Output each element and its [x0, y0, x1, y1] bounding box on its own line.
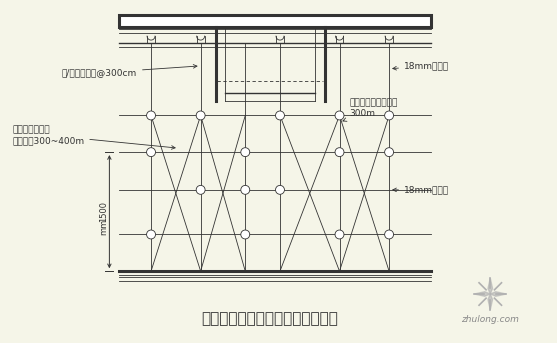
- Circle shape: [385, 148, 394, 157]
- Polygon shape: [488, 278, 492, 294]
- Circle shape: [385, 111, 394, 120]
- Circle shape: [276, 185, 285, 194]
- Text: zhulong.com: zhulong.com: [461, 315, 519, 324]
- Circle shape: [241, 230, 250, 239]
- Text: mm: mm: [99, 218, 108, 235]
- Text: 18mm多层板: 18mm多层板: [393, 61, 449, 70]
- Circle shape: [276, 111, 285, 120]
- Circle shape: [146, 148, 155, 157]
- Circle shape: [196, 185, 205, 194]
- Polygon shape: [490, 292, 506, 296]
- Text: 竖立柱往定心下管下
300m: 竖立柱往定心下管下 300m: [343, 99, 398, 121]
- Circle shape: [385, 230, 394, 239]
- Text: 18mm多层板: 18mm多层板: [393, 185, 449, 194]
- Circle shape: [335, 230, 344, 239]
- Circle shape: [196, 111, 205, 120]
- Circle shape: [335, 148, 344, 157]
- Polygon shape: [488, 294, 492, 310]
- Circle shape: [241, 148, 250, 157]
- Circle shape: [146, 111, 155, 120]
- Circle shape: [241, 185, 250, 194]
- Text: 斜/橫檁木底板@300cm: 斜/橫檁木底板@300cm: [62, 64, 197, 77]
- Text: 1500: 1500: [99, 201, 108, 222]
- Text: 有梁位置、上层梁模板安装示意图: 有梁位置、上层梁模板安装示意图: [202, 311, 339, 326]
- Bar: [119, 15, 431, 27]
- Circle shape: [146, 230, 155, 239]
- Polygon shape: [475, 292, 490, 296]
- Bar: [119, 15, 431, 27]
- Circle shape: [335, 111, 344, 120]
- Text: 固定橫支撑条、
板内左右300~400m: 固定橫支撑条、 板内左右300~400m: [12, 126, 175, 149]
